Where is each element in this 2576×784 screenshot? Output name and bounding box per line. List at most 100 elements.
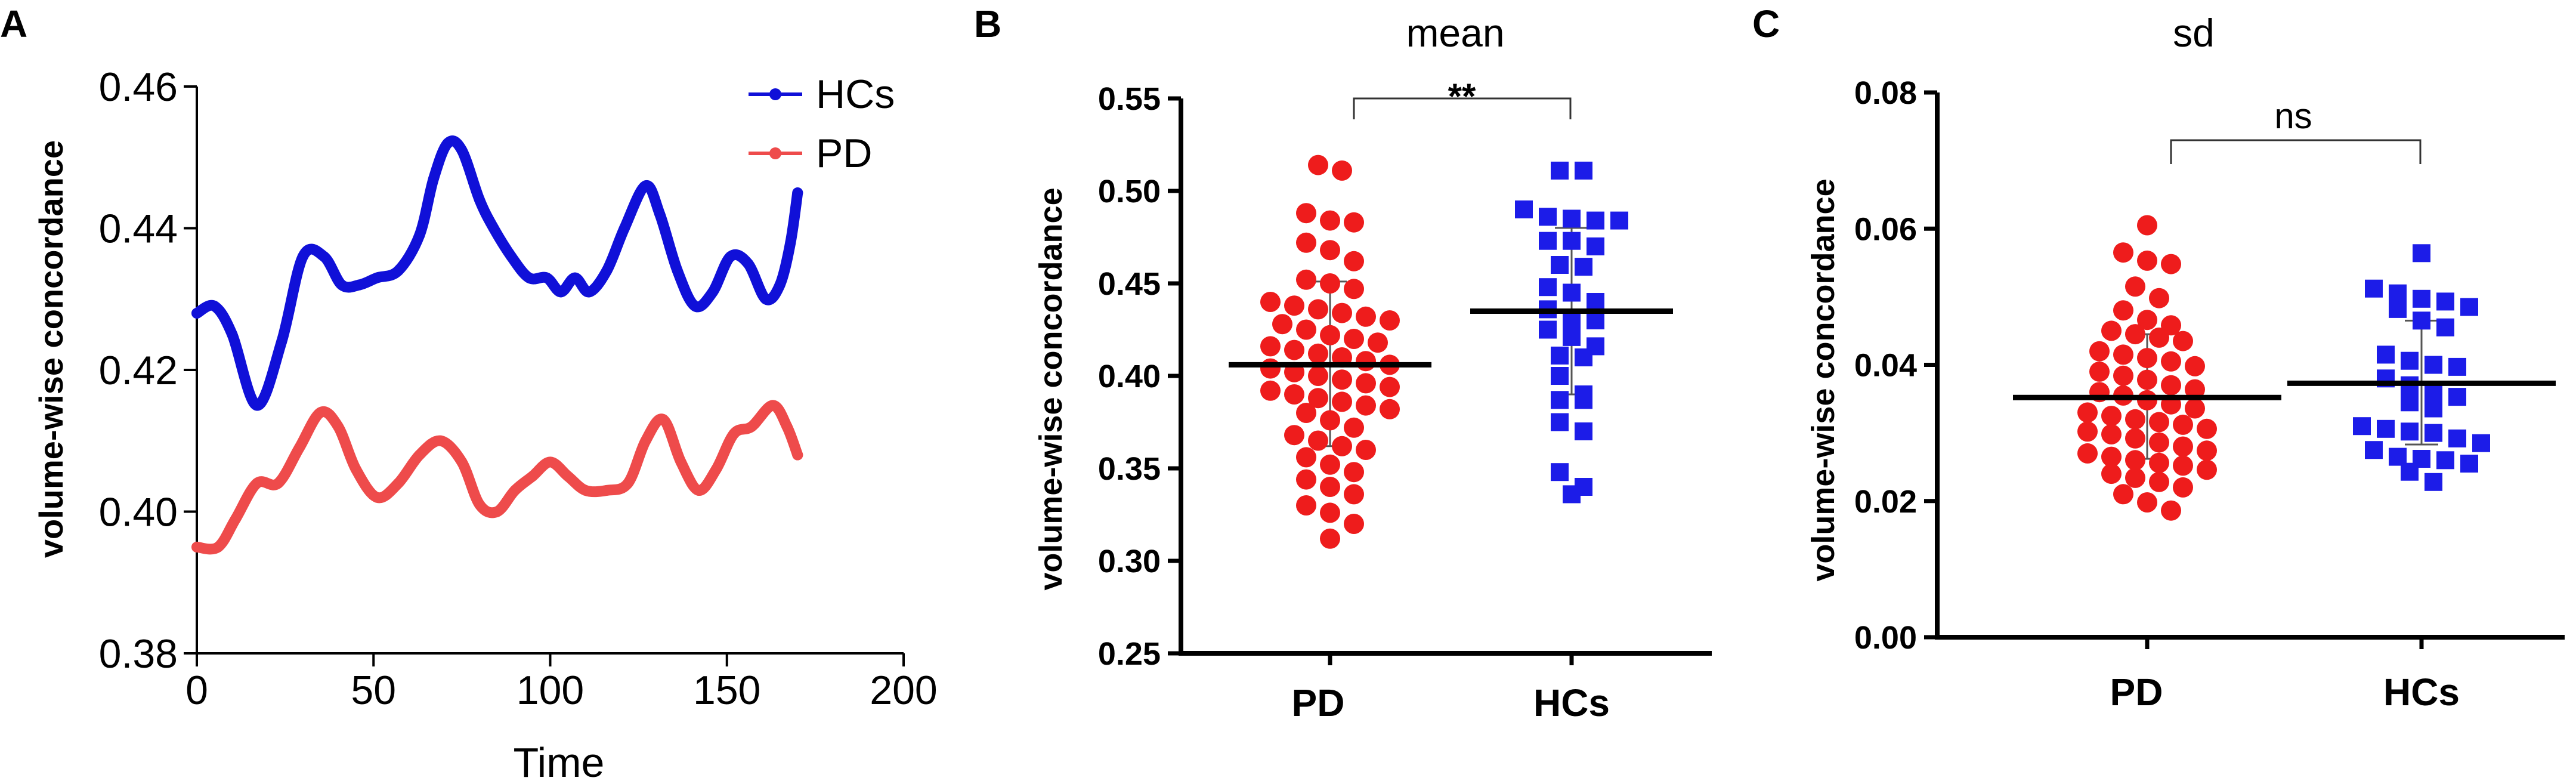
data-point-pd — [414, 449, 425, 461]
data-point-hcs — [570, 272, 580, 283]
category-label-hcs: HCs — [2383, 671, 2460, 714]
data-point-pd — [212, 541, 224, 552]
data-point-pd — [746, 421, 757, 432]
data-point-hcs — [1587, 293, 1604, 311]
y-tick-label: 0.42 — [99, 348, 178, 393]
data-point-pd — [1296, 403, 1316, 423]
data-point-pd — [562, 471, 574, 482]
data-point-hcs — [2389, 447, 2407, 466]
data-point-pd — [273, 478, 284, 489]
data-point-pd — [693, 484, 704, 496]
data-point-hcs — [191, 308, 202, 319]
y-tick-label: 0.04 — [1854, 348, 1917, 384]
x-tick-label: 200 — [870, 668, 937, 713]
data-point-pd — [1356, 440, 1376, 460]
data-point-hcs — [209, 301, 220, 312]
data-point-hcs — [1551, 161, 1569, 180]
data-point-hcs — [428, 173, 439, 184]
data-point-pd — [1320, 410, 1340, 431]
data-point-pd — [2125, 450, 2145, 471]
y-axis-label-a: volume-wise concordance — [32, 140, 70, 558]
data-point-hcs — [1539, 278, 1557, 297]
data-point-hcs — [2448, 388, 2466, 406]
data-point-pd — [2149, 432, 2169, 453]
data-point-pd — [2185, 356, 2205, 376]
data-point-pd — [580, 484, 591, 496]
line-chart-panel-a: volume-wise concordance Time 0.38 0.40 0… — [32, 64, 938, 784]
data-point-pd — [767, 400, 778, 411]
legend-hcs-label: HCs — [816, 72, 895, 117]
data-point-hcs — [276, 336, 287, 347]
data-point-pd — [1344, 484, 1364, 505]
data-point-pd — [2161, 375, 2181, 396]
data-point-hcs — [541, 272, 552, 283]
data-point-pd — [2197, 440, 2217, 461]
data-point-pd — [2137, 348, 2157, 369]
data-point-hcs — [2413, 289, 2430, 308]
data-point-hcs — [2448, 429, 2466, 447]
data-point-hcs — [555, 286, 567, 298]
data-point-hcs — [2365, 279, 2383, 298]
x-tick-label: 50 — [351, 668, 396, 713]
data-point-pd — [1296, 269, 1316, 290]
data-point-pd — [1320, 240, 1340, 261]
y-tick-label: 0.40 — [1098, 359, 1161, 394]
data-point-pd — [2149, 471, 2169, 492]
data-point-pd — [2137, 250, 2157, 271]
data-point-pd — [1380, 310, 1400, 331]
data-point-hcs — [1539, 320, 1557, 339]
data-point-pd — [545, 456, 556, 468]
series-line-pd — [191, 400, 803, 555]
data-point-hcs — [1539, 208, 1557, 226]
data-point-pd — [1332, 391, 1352, 412]
data-point-pd — [2125, 428, 2145, 449]
data-point-hcs — [1551, 463, 1569, 481]
data-point-pd — [2089, 361, 2110, 382]
data-point-hcs — [1563, 328, 1581, 346]
data-point-hcs — [2401, 462, 2419, 481]
y-tick-label: 0.46 — [99, 64, 178, 110]
data-point-pd — [293, 442, 305, 453]
data-point-hcs — [354, 279, 365, 291]
y-tick-label: 0.08 — [1854, 75, 1917, 111]
data-point-pd — [1284, 425, 1304, 446]
data-point-hcs — [2425, 356, 2442, 374]
data-point-pd — [527, 471, 538, 482]
data-point-hcs — [1551, 413, 1569, 431]
significance-bracket-b — [1353, 97, 1572, 119]
data-point-pd — [491, 506, 503, 517]
data-point-pd — [1260, 336, 1281, 357]
axes-c — [1924, 90, 2565, 649]
data-point-pd — [2137, 310, 2157, 331]
data-point-hcs — [774, 279, 786, 291]
data-point-pd — [230, 513, 242, 524]
data-point-pd — [2137, 390, 2157, 410]
data-point-hcs — [583, 286, 595, 298]
data-point-pd — [2077, 443, 2098, 464]
data-point-hcs — [318, 251, 330, 262]
data-point-pd — [2185, 398, 2205, 419]
data-point-pd — [792, 449, 803, 461]
y-axis-label-b: volume-wise concordance — [1033, 187, 1069, 590]
data-point-pd — [251, 478, 262, 489]
category-label-hcs: HCs — [1533, 681, 1610, 724]
data-point-pd — [456, 456, 468, 468]
data-point-pd — [2161, 254, 2181, 274]
data-point-hcs — [414, 230, 425, 241]
y-tick-labels-b: 0.25 0.30 0.35 0.40 0.45 0.50 0.55 — [1098, 81, 1161, 672]
data-point-pd — [315, 407, 326, 418]
data-point-pd — [2113, 242, 2133, 263]
data-point-pd — [1344, 329, 1364, 349]
data-point-pd — [1308, 343, 1328, 364]
data-point-pd — [1320, 273, 1340, 294]
data-point-hcs — [506, 251, 517, 262]
data-point-pd — [1284, 384, 1304, 405]
data-point-pd — [2161, 500, 2181, 521]
data-point-hcs — [1563, 311, 1581, 329]
scatter-chart-panel-b: mean volume-wise concordance 0.25 0.30 0… — [1033, 11, 1712, 724]
data-point-pd — [2113, 365, 2133, 386]
data-point-pd — [2173, 455, 2193, 476]
data-point-pd — [2197, 459, 2217, 480]
data-point-hcs — [2425, 473, 2442, 491]
y-tick-label: 0.45 — [1098, 266, 1161, 302]
